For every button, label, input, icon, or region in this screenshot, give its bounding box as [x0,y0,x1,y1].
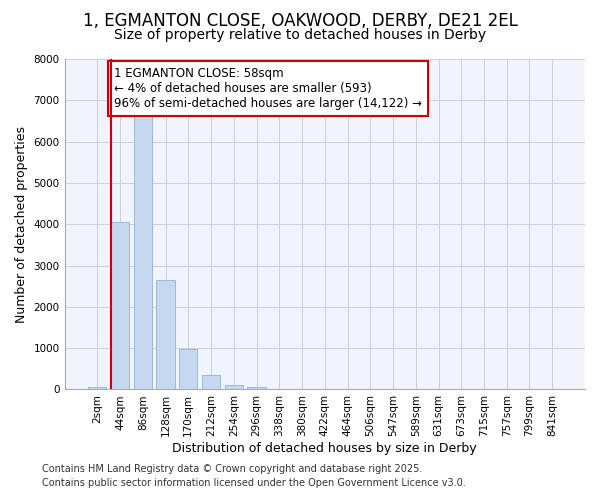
Bar [134,115,152,390]
Bar [202,376,220,390]
Text: Contains HM Land Registry data © Crown copyright and database right 2025.
Contai: Contains HM Land Registry data © Crown c… [42,464,466,487]
Bar [111,222,129,390]
Bar [88,388,106,390]
Text: 1 EGMANTON CLOSE: 58sqm
← 4% of detached houses are smaller (593)
96% of semi-de: 1 EGMANTON CLOSE: 58sqm ← 4% of detached… [115,68,422,110]
Text: 1, EGMANTON CLOSE, OAKWOOD, DERBY, DE21 2EL: 1, EGMANTON CLOSE, OAKWOOD, DERBY, DE21 … [83,12,517,30]
Bar [224,386,243,390]
Bar [179,349,197,390]
Text: Size of property relative to detached houses in Derby: Size of property relative to detached ho… [114,28,486,42]
Bar [247,388,266,390]
Y-axis label: Number of detached properties: Number of detached properties [15,126,28,322]
X-axis label: Distribution of detached houses by size in Derby: Distribution of detached houses by size … [172,442,477,455]
Bar [157,280,175,390]
